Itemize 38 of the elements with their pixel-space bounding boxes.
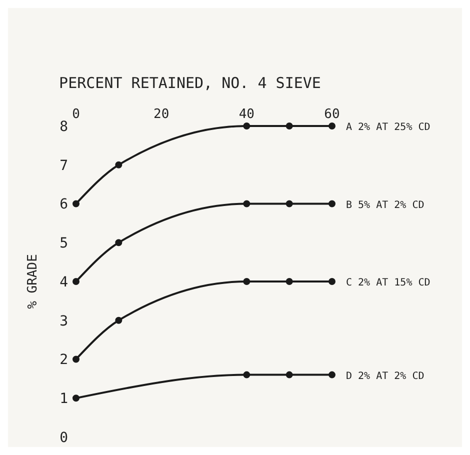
point <box>115 316 122 324</box>
series-label: C 2% AT 15% CD <box>346 278 430 288</box>
y-tick-label: 0 <box>60 430 68 446</box>
point <box>286 278 293 285</box>
y-tick-label: 2 <box>60 352 68 368</box>
y-tick-label: 7 <box>60 158 68 174</box>
y-tick-label: 6 <box>60 196 68 213</box>
point <box>328 122 336 130</box>
point <box>72 278 80 285</box>
y-axis-title: % GRADE <box>26 254 41 309</box>
point <box>115 161 122 168</box>
point <box>286 122 293 130</box>
y-tick-label: 8 <box>60 118 68 135</box>
point <box>286 200 293 208</box>
series-label: D 2% AT 2% CD <box>346 370 424 382</box>
point <box>243 278 250 285</box>
point <box>243 200 250 208</box>
point <box>72 356 80 363</box>
x-tick-label: 40 <box>238 107 254 122</box>
point <box>286 371 293 378</box>
point <box>72 200 80 208</box>
point <box>243 122 250 130</box>
x-tick-label: 60 <box>324 107 340 122</box>
point <box>115 239 122 246</box>
x-tick-label: 20 <box>154 107 170 122</box>
y-tick-label: 1 <box>60 391 68 408</box>
y-tick-label: 4 <box>60 274 68 290</box>
x-tick-label: 0 <box>72 107 80 122</box>
point <box>72 394 80 402</box>
point <box>328 200 336 208</box>
series-label: B 5% AT 2% CD <box>346 200 424 211</box>
point <box>328 278 336 285</box>
x-axis-title: PERCENT RETAINED, NO. 4 SIEVE <box>58 73 322 92</box>
series-label: A 2% AT 25% CD <box>346 122 430 133</box>
point <box>243 371 250 378</box>
point <box>328 371 336 378</box>
y-tick-label: 5 <box>60 236 68 252</box>
y-tick-label: 3 <box>60 313 68 330</box>
